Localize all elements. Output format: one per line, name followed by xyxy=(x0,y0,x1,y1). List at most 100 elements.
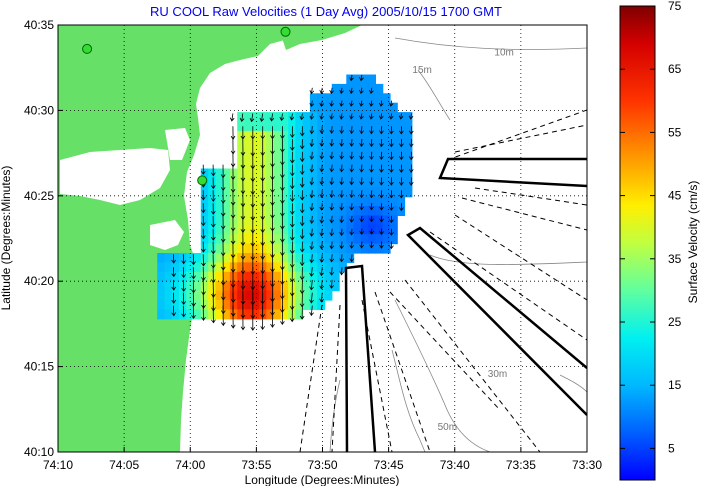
velocity-cell xyxy=(309,159,318,170)
velocity-cell xyxy=(251,149,260,160)
velocity-arrow xyxy=(210,190,216,203)
velocity-cell xyxy=(382,102,391,113)
velocity-cell xyxy=(309,121,318,132)
velocity-cell xyxy=(382,196,391,207)
velocity-cell xyxy=(193,290,202,301)
velocity-arrow xyxy=(379,164,384,173)
velocity-cell xyxy=(339,83,347,94)
velocity-cell xyxy=(368,74,376,85)
velocity-cell xyxy=(360,234,369,245)
velocity-cell xyxy=(179,253,187,263)
velocity-cell xyxy=(222,168,231,179)
velocity-vectors xyxy=(171,74,414,331)
velocity-cell xyxy=(389,168,398,179)
velocity-cell xyxy=(397,168,406,179)
velocity-cell xyxy=(273,224,282,235)
velocity-cell xyxy=(309,130,318,141)
velocity-arrow xyxy=(289,203,295,215)
velocity-cell xyxy=(229,290,238,301)
velocity-cell xyxy=(171,300,180,310)
velocity-cell xyxy=(324,224,333,235)
x-tick-label: 73:30 xyxy=(572,458,602,472)
radar-station-marker xyxy=(197,175,208,186)
velocity-arrow xyxy=(250,126,256,140)
y-tick-labels: 40:35 40:30 40:25 40:20 40:15 40:10 xyxy=(24,18,63,459)
velocity-arrow xyxy=(210,177,216,190)
velocity-cell xyxy=(317,149,326,160)
velocity-arrow xyxy=(339,203,345,211)
velocity-cell xyxy=(309,243,318,254)
velocity-cell xyxy=(280,271,289,282)
velocity-cell xyxy=(331,159,340,170)
velocity-arrow xyxy=(399,126,404,135)
velocity-cell xyxy=(229,253,238,263)
velocity-cell xyxy=(302,300,311,310)
velocity-cell xyxy=(273,149,282,160)
velocity-arrow xyxy=(289,177,295,190)
velocity-cell xyxy=(251,187,260,198)
velocity-arrow xyxy=(389,215,394,224)
velocity-arrow xyxy=(309,305,314,317)
velocity-cell xyxy=(324,93,333,104)
velocity-cell xyxy=(353,177,362,188)
velocity-cell xyxy=(331,140,340,151)
velocity-arrow xyxy=(369,228,375,235)
velocity-cell xyxy=(368,234,376,245)
velocity-arrow xyxy=(329,113,334,120)
velocity-cell xyxy=(251,300,260,310)
velocity-arrow xyxy=(299,203,305,214)
velocity-cell xyxy=(375,168,384,179)
colorbar-ticks: 5 15 25 35 45 55 65 75 xyxy=(620,0,682,455)
velocity-cell xyxy=(360,102,369,113)
velocity-arrow xyxy=(181,254,186,265)
velocity-arrow xyxy=(349,126,355,135)
velocity-cell xyxy=(317,290,326,301)
velocity-cell xyxy=(302,130,311,141)
velocity-cell xyxy=(331,121,340,132)
velocity-cell xyxy=(339,262,347,273)
velocity-cell xyxy=(237,300,246,310)
velocity-cell xyxy=(317,187,326,198)
velocity-cell xyxy=(339,253,347,263)
velocity-arrow xyxy=(408,177,414,186)
velocity-cell xyxy=(251,206,260,216)
contour-30m xyxy=(394,299,491,452)
bay-water-2 xyxy=(165,128,190,160)
y-tick-label: 40:25 xyxy=(24,189,54,203)
velocity-arrow xyxy=(388,100,394,107)
velocity-arrow xyxy=(299,126,305,137)
velocity-cell xyxy=(375,140,384,151)
velocity-cell xyxy=(360,112,369,123)
estuary-water xyxy=(150,220,184,250)
velocity-cell xyxy=(200,187,209,198)
velocity-arrow xyxy=(349,190,355,199)
velocity-arrow xyxy=(329,151,335,160)
velocity-arrow xyxy=(201,254,206,267)
velocity-arrow xyxy=(211,305,216,324)
velocity-cell xyxy=(273,112,282,123)
velocity-cell xyxy=(244,159,253,170)
contour-inner xyxy=(329,379,341,452)
velocity-cell xyxy=(397,130,406,141)
velocity-cell xyxy=(404,168,413,179)
velocity-cell xyxy=(157,309,166,320)
velocity-cell xyxy=(375,196,384,207)
velocity-cell xyxy=(309,224,318,235)
velocity-cell xyxy=(331,215,340,226)
velocity-cell xyxy=(266,215,275,226)
velocity-cell xyxy=(237,159,246,170)
velocity-arrow xyxy=(200,228,206,240)
velocity-cell xyxy=(215,224,224,235)
velocity-cell xyxy=(317,224,326,235)
velocity-arrow xyxy=(369,138,374,148)
velocity-arrow xyxy=(359,228,365,236)
velocity-arrow xyxy=(319,87,325,95)
velocity-cell xyxy=(331,253,340,263)
velocity-cell xyxy=(273,206,282,216)
velocity-arrow xyxy=(279,113,285,122)
velocity-cell xyxy=(302,159,311,170)
velocity-arrow xyxy=(329,228,335,237)
velocity-cell xyxy=(302,262,311,273)
velocity-cell xyxy=(244,168,253,179)
velocity-cell xyxy=(186,290,195,301)
